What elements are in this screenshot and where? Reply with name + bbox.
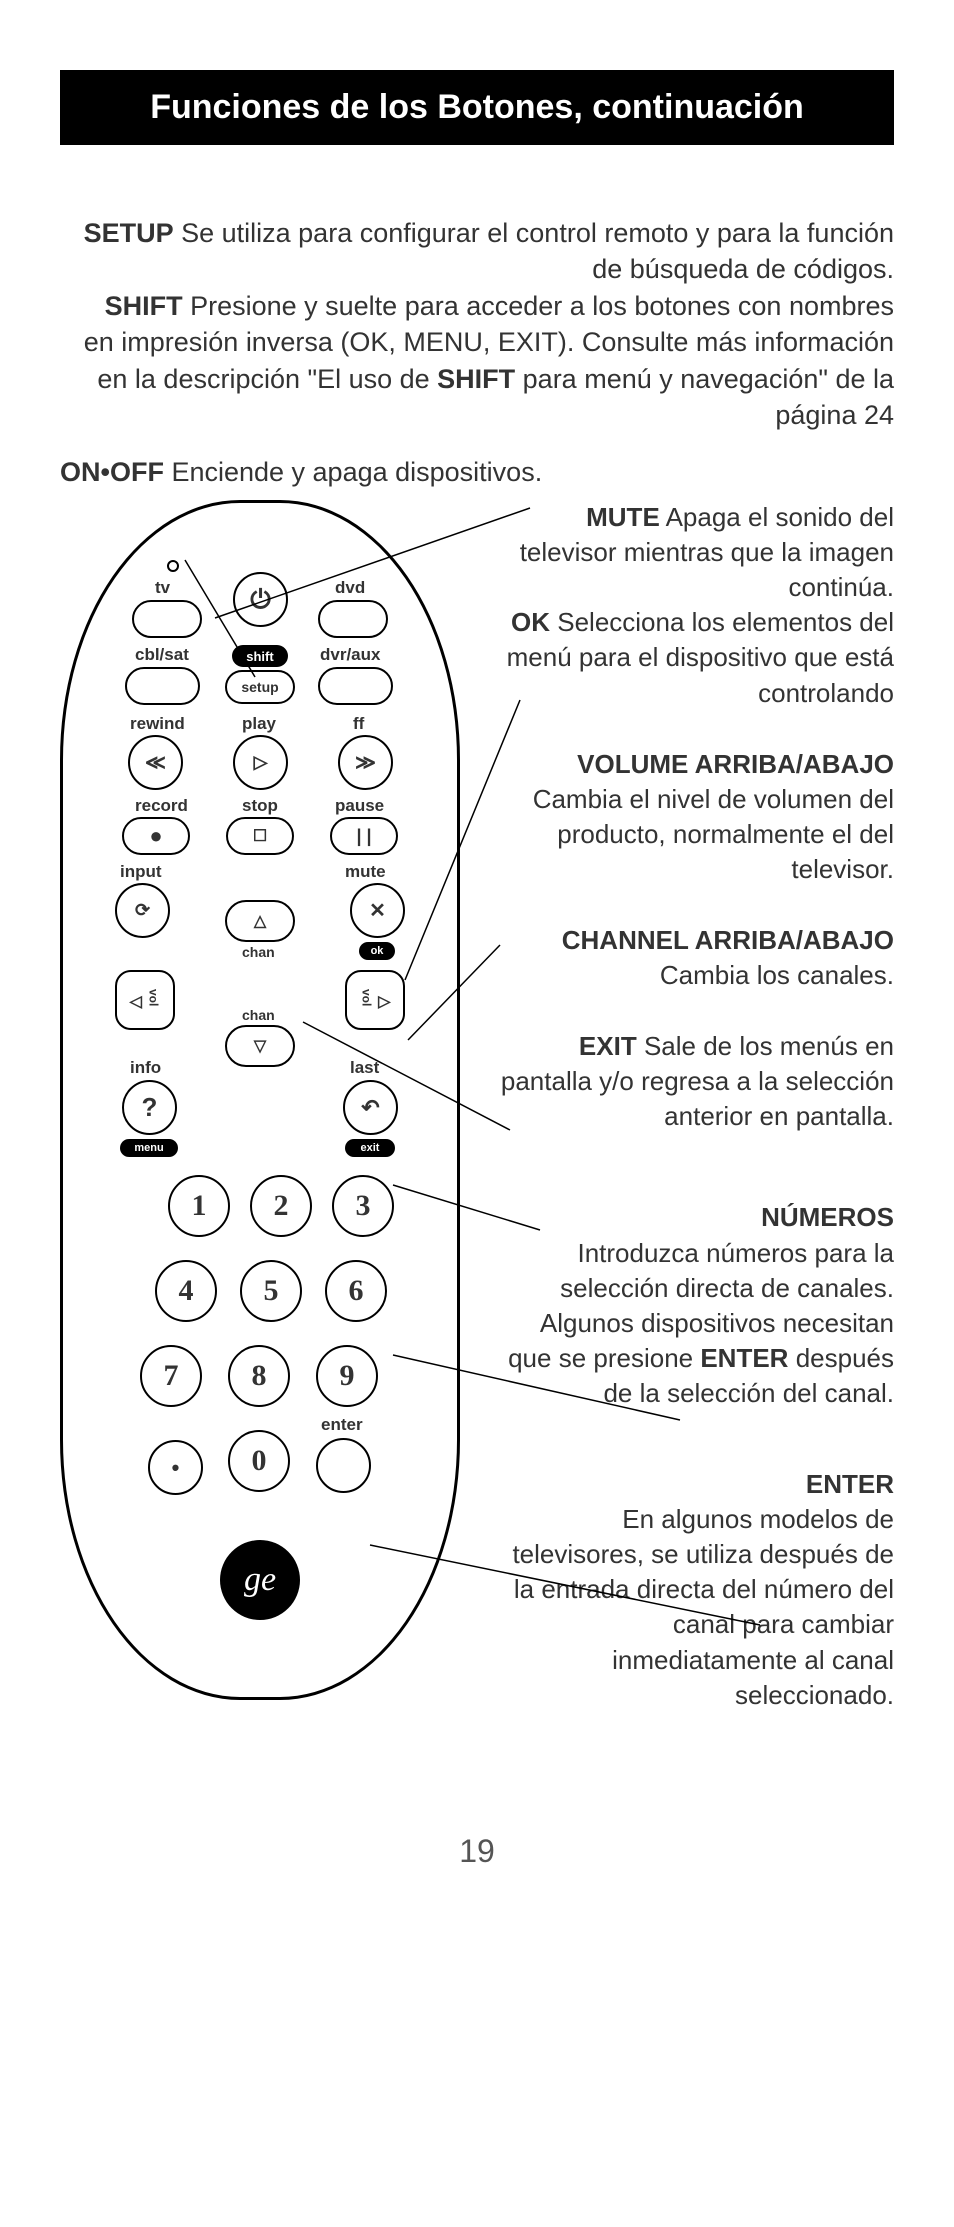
lbl-dvd: dvd — [335, 578, 365, 598]
lbl-menu: menu — [120, 1139, 178, 1157]
btn-9: 9 — [316, 1345, 378, 1407]
btn-0: 0 — [228, 1430, 290, 1492]
lbl-tv: tv — [155, 578, 170, 598]
lbl-shift: shift — [232, 645, 288, 667]
desc-numbers: NÚMEROSIntroduzca números para la selecc… — [490, 1200, 894, 1411]
desc-channel: CHANNEL ARRIBA/ABAJOCambia los canales. — [490, 923, 894, 993]
lbl-record: record — [135, 796, 188, 816]
lbl-stop: stop — [242, 796, 278, 816]
lbl-pause: pause — [335, 796, 384, 816]
onoff-text: Enciende y apaga dispositivos. — [164, 457, 542, 487]
lbl-last: last — [350, 1058, 379, 1078]
btn-pause: | | — [330, 817, 398, 855]
lbl-enter: enter — [321, 1415, 363, 1435]
btn-vol-up: vol ▷ — [345, 970, 405, 1030]
btn-7: 7 — [140, 1345, 202, 1407]
shift-label: SHIFT — [105, 291, 183, 321]
btn-vol-down: ◁ vol — [115, 970, 175, 1030]
btn-1: 1 — [168, 1175, 230, 1237]
page-number: 19 — [60, 1833, 894, 1870]
lbl-mute: mute — [345, 862, 386, 882]
btn-4: 4 — [155, 1260, 217, 1322]
desc-exit: EXIT Sale de los menús en pantalla y/o r… — [490, 1029, 894, 1134]
desc-enter: ENTEREn algunos modelos de televisores, … — [490, 1467, 894, 1713]
shift-bold: SHIFT — [437, 364, 515, 394]
lbl-rewind: rewind — [130, 714, 185, 734]
btn-record: ● — [122, 817, 190, 855]
btn-last: ↶ — [343, 1080, 398, 1135]
lbl-ok: ok — [359, 942, 395, 960]
setup-text: Se utiliza para configurar el control re… — [174, 218, 894, 284]
btn-dot: • — [148, 1440, 203, 1495]
setup-label: SETUP — [84, 218, 174, 248]
desc-mute-ok: MUTE Apaga el sonido del televisor mient… — [490, 500, 894, 711]
btn-play: ▷ — [233, 735, 288, 790]
btn-dvraux — [318, 667, 393, 705]
btn-mute: ✕ — [350, 883, 405, 938]
btn-chan-dn: ▽ — [225, 1025, 295, 1067]
btn-cblsat — [125, 667, 200, 705]
remote-diagram: tv ⏻ dvd cbl/sat shift setup dvr/aux rew… — [60, 500, 460, 1700]
onoff-block: ON•OFF Enciende y apaga dispositivos. — [60, 454, 894, 490]
lbl-dvraux: dvr/aux — [320, 645, 380, 665]
intro-block: SETUP Se utiliza para configurar el cont… — [60, 215, 894, 434]
page-title: Funciones de los Botones, continuación — [60, 70, 894, 145]
btn-chan-up: △ — [225, 900, 295, 942]
btn-power: ⏻ — [233, 572, 288, 627]
btn-stop: ☐ — [226, 817, 294, 855]
btn-enter — [316, 1438, 371, 1493]
onoff-label: ON•OFF — [60, 457, 164, 487]
btn-dvd — [318, 600, 388, 638]
lbl-info: info — [130, 1058, 161, 1078]
lbl-chan-up: chan — [242, 944, 275, 960]
btn-input: ⟳ — [115, 883, 170, 938]
lbl-ff: ff — [353, 714, 364, 734]
btn-2: 2 — [250, 1175, 312, 1237]
lbl-cblsat: cbl/sat — [135, 645, 189, 665]
btn-ff: ≫ — [338, 735, 393, 790]
btn-5: 5 — [240, 1260, 302, 1322]
btn-info: ? — [122, 1080, 177, 1135]
lbl-exit: exit — [345, 1139, 395, 1157]
lbl-chan-dn: chan — [242, 1007, 275, 1023]
shift-text-2: para menú y navegación" de la página 24 — [515, 364, 894, 430]
btn-8: 8 — [228, 1345, 290, 1407]
ge-logo: ge — [220, 1540, 300, 1620]
btn-rewind: ≪ — [128, 735, 183, 790]
btn-6: 6 — [325, 1260, 387, 1322]
btn-setup: setup — [225, 670, 295, 704]
descriptions: MUTE Apaga el sonido del televisor mient… — [490, 500, 894, 1713]
btn-tv — [132, 600, 202, 638]
btn-3: 3 — [332, 1175, 394, 1237]
lbl-play: play — [242, 714, 276, 734]
lbl-input: input — [120, 862, 162, 882]
desc-volume: VOLUME ARRIBA/ABAJOCambia el nivel de vo… — [490, 747, 894, 887]
